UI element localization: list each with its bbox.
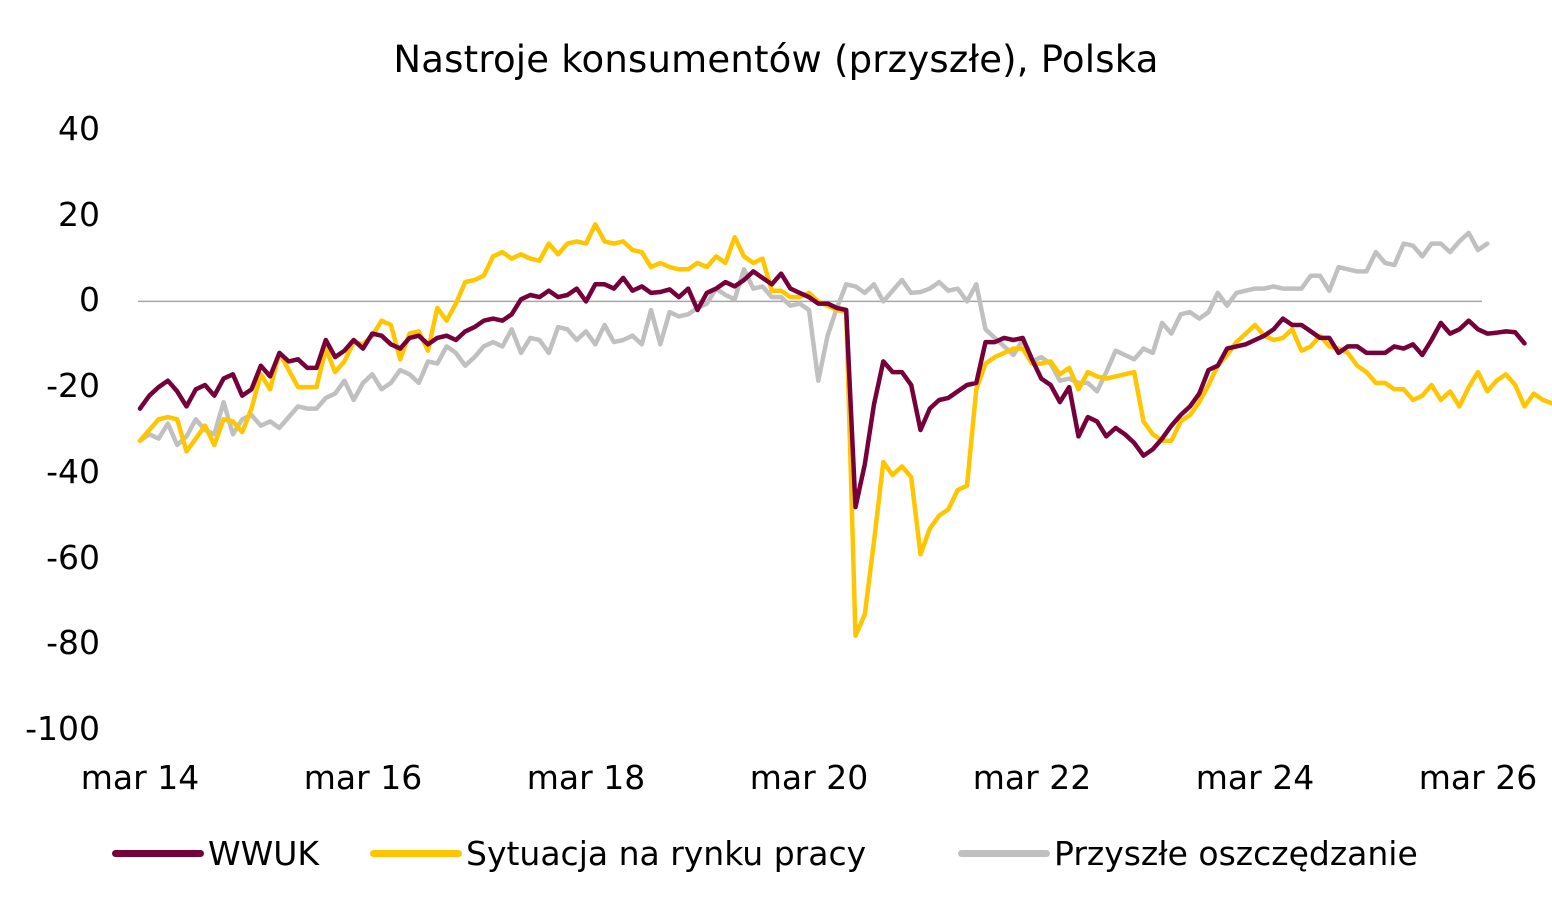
y-tick-label: 0 [79, 280, 100, 320]
series-lines [137, 222, 1552, 638]
legend-swatch-labour-market [370, 849, 462, 857]
legend-swatch-wwuk [112, 849, 204, 857]
legend: WWUK Sytuacja na rynku pracy Przyszłe os… [0, 828, 1552, 878]
y-tick-label: -60 [46, 537, 100, 577]
y-tick-label: -80 [46, 623, 100, 663]
y-tick-label: -100 [25, 709, 100, 748]
legend-swatch-future-savings [958, 849, 1050, 857]
x-tick-label: mar 24 [1195, 758, 1315, 797]
y-tick-label: 40 [58, 109, 100, 148]
chart-title: Nastroje konsumentów (przyszłe), Polska [393, 38, 1159, 81]
x-tick-label: mar 22 [972, 758, 1092, 797]
y-tick-label: -20 [46, 366, 100, 406]
x-tick-label: mar 20 [749, 758, 869, 797]
series-line-przysz-e-oszcz-dzanie [137, 230, 1490, 448]
x-tick-label: mar 26 [1418, 758, 1538, 797]
legend-item-wwuk: WWUK [112, 828, 319, 878]
legend-label: Przyszłe oszczędzanie [1054, 833, 1418, 873]
legend-label: Sytuacja na rynku pracy [466, 833, 867, 873]
y-tick-label: -40 [46, 451, 100, 491]
x-tick-label: mar 16 [303, 758, 423, 797]
legend-label: WWUK [208, 833, 320, 873]
series-line-sytuacja-na-rynku-pracy [137, 222, 1552, 638]
x-tick-label: mar 14 [80, 758, 200, 797]
y-tick-label: 20 [58, 194, 100, 234]
x-tick-label: mar 18 [526, 758, 646, 797]
series-line-wwuk [137, 269, 1527, 510]
legend-item-labour-market: Sytuacja na rynku pracy [370, 828, 866, 878]
legend-item-future-savings: Przyszłe oszczędzanie [958, 828, 1418, 878]
